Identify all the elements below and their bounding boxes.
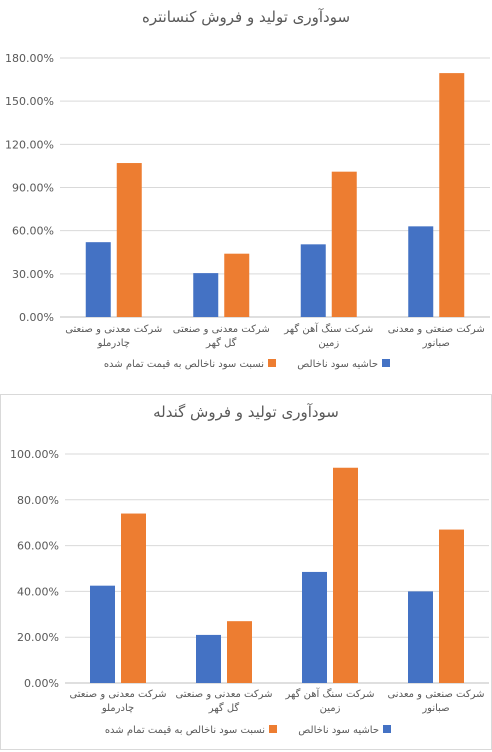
y-tick-label: 90.00% xyxy=(12,182,54,195)
x-category-label-line2: زمین xyxy=(318,338,339,349)
y-tick-label: 150.00% xyxy=(5,95,54,108)
bar-gross-margin xyxy=(196,634,221,683)
x-category-label: شرکت صنعتی و معدنی xyxy=(387,689,484,700)
bar-gross-margin xyxy=(85,242,111,317)
legend-swatch xyxy=(383,725,391,733)
x-category-label: شرکت صنعتی و معدنی xyxy=(388,324,485,335)
x-category-label: شرکت معدنی و صنعتی xyxy=(65,324,162,335)
legend-label: حاشیه سود ناخالص xyxy=(298,725,379,736)
bar-gross-margin xyxy=(193,273,219,317)
bar-gross-profit-ratio xyxy=(121,513,146,683)
y-tick-label: 0.00% xyxy=(24,677,59,690)
x-category-label: شرکت معدنی و صنعتی xyxy=(173,324,270,335)
bar-gross-profit-ratio xyxy=(439,529,464,683)
x-category-label-line2: صبانور xyxy=(421,703,449,714)
bar-gross-profit-ratio xyxy=(439,73,465,317)
bar-gross-margin xyxy=(90,585,115,683)
x-category-label-line2: زمین xyxy=(320,703,341,714)
y-tick-label: 30.00% xyxy=(12,268,54,281)
bar-gross-margin xyxy=(408,226,434,317)
x-category-label-line2: گل گهر xyxy=(208,702,240,714)
x-category-label-line2: چادرملو xyxy=(97,338,130,349)
legend-swatch xyxy=(269,725,277,733)
x-category-label: شرکت سنگ آهن گهر xyxy=(283,322,373,335)
x-category-label-line2: گل گهر xyxy=(205,337,237,349)
concentrate-chart-panel: سودآوری تولید و فروش کنسانتره 0.00% 30.00%… xyxy=(5,8,490,370)
y-tick-label: 60.00% xyxy=(17,540,59,553)
bar-gross-profit-ratio xyxy=(331,171,357,317)
y-tick-label: 80.00% xyxy=(17,494,59,507)
y-tick-label: 60.00% xyxy=(12,225,54,238)
y-tick-label: 40.00% xyxy=(17,585,59,598)
chart-title: سودآوری تولید و فروش کنسانتره xyxy=(142,8,350,26)
legend-label: نسبت سود ناخالص به قیمت تمام شده xyxy=(104,359,264,370)
legend-label: نسبت سود ناخالص به قیمت تمام شده xyxy=(105,725,265,736)
legend-swatch xyxy=(268,359,276,367)
bar-gross-profit-ratio xyxy=(116,163,142,317)
legend-swatch xyxy=(382,359,390,367)
x-category-label: شرکت معدنی و صنعتی xyxy=(175,689,272,700)
bar-gross-profit-ratio xyxy=(333,467,358,683)
y-tick-label: 0.00% xyxy=(19,311,54,324)
pellet-chart: سودآوری تولید و فروش گندله 0.00% 20.00% 40.… xyxy=(10,403,489,736)
x-category-label: شرکت سنگ آهن گهر xyxy=(285,687,375,700)
concentrate-chart: سودآوری تولید و فروش کنسانتره 0.00% 30.00%… xyxy=(5,8,490,370)
y-tick-label: 100.00% xyxy=(10,448,59,461)
bar-gross-profit-ratio xyxy=(224,253,250,317)
x-category-label: شرکت معدنی و صنعتی xyxy=(69,689,166,700)
x-category-label-line2: صبانور xyxy=(422,338,450,349)
y-tick-label: 20.00% xyxy=(17,631,59,644)
x-category-label-line2: چادرملو xyxy=(101,703,134,714)
bar-gross-profit-ratio xyxy=(227,621,252,683)
y-tick-label: 120.00% xyxy=(5,138,54,151)
bar-gross-margin xyxy=(300,244,326,317)
legend-label: حاشیه سود ناخالص xyxy=(297,359,378,370)
pellet-chart-panel: سودآوری تولید و فروش گندله 0.00% 20.00% 40.… xyxy=(0,394,492,750)
bar-gross-margin xyxy=(408,591,433,683)
bar-gross-margin xyxy=(302,571,327,683)
y-tick-label: 180.00% xyxy=(5,52,54,65)
chart-title: سودآوری تولید و فروش گندله xyxy=(153,403,339,421)
